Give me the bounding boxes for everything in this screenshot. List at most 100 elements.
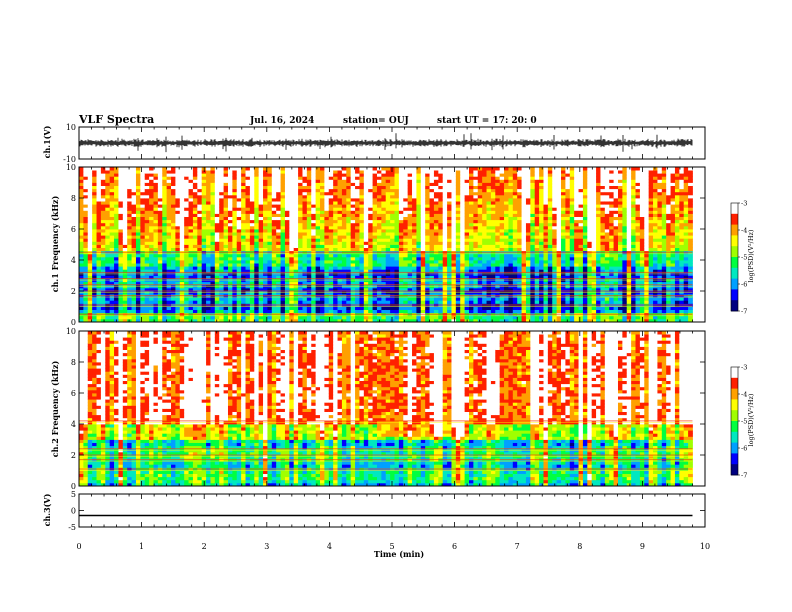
spectrogram-cell [188, 225, 194, 230]
spectrogram-cell [258, 260, 264, 264]
spectrogram-cell [245, 300, 251, 304]
spectrogram-cell [320, 275, 325, 279]
spectrogram-cell [464, 222, 470, 227]
spectrogram-cell [464, 201, 470, 205]
spectrogram-cell [210, 318, 216, 323]
spectrogram-cell [429, 318, 435, 323]
spectrogram-cell [127, 198, 132, 202]
spectrogram-cell [157, 263, 163, 267]
spectrogram-cell [267, 281, 273, 286]
spectrogram-cell [302, 219, 308, 224]
spectrogram-cell [482, 241, 487, 245]
spectrogram-cell [495, 244, 501, 248]
spectrogram-cell [429, 315, 435, 320]
spectrogram-cell [376, 185, 382, 190]
spectrogram-cell [495, 232, 501, 236]
spectrogram-cell [341, 315, 347, 320]
spectrogram-cell [306, 256, 312, 261]
spectrogram-cell [477, 182, 483, 186]
spectrogram-cell [276, 176, 281, 180]
spectrogram-cell [425, 306, 430, 310]
spectrogram-cell [227, 222, 233, 227]
spectrogram-cell [276, 182, 281, 186]
spectrogram-cell [162, 256, 168, 261]
spectrogram-cell [87, 281, 93, 286]
spectrogram-cell [447, 207, 452, 211]
spectrogram-cell [236, 244, 242, 248]
spectrogram-cell [118, 179, 124, 183]
spectrogram-cell [504, 229, 509, 233]
spectrogram-cell [341, 204, 347, 208]
spectrogram-cell [140, 222, 146, 227]
spectrogram-cell [346, 222, 352, 227]
spectrogram-cell [175, 185, 181, 190]
spectrogram-cell [241, 232, 246, 236]
spectrogram-cell [144, 191, 150, 196]
spectrogram-cell [359, 287, 365, 292]
spectrogram-cell [486, 216, 492, 221]
spectrogram-cell [179, 297, 185, 301]
spectrogram-cell [188, 182, 194, 186]
spectrogram-cell [376, 235, 382, 239]
spectrogram-cell [359, 194, 365, 199]
spectrogram-cell [175, 297, 181, 301]
spectrogram-cell [236, 207, 242, 211]
spectrogram-cell [263, 222, 268, 227]
spectrogram-cell [197, 241, 203, 245]
spectrogram-cell [372, 256, 378, 261]
spectrogram-cell [153, 201, 159, 205]
spectrogram-cell [223, 225, 229, 230]
spectrogram-cell [214, 176, 220, 180]
spectrogram-cell [499, 222, 505, 227]
spectrogram-cell [284, 238, 290, 242]
spectrogram-cell [302, 201, 308, 205]
spectrogram-cell [83, 204, 89, 208]
spectrogram-cell [390, 170, 395, 174]
spectrogram-cell [171, 256, 176, 261]
spectrogram-cell [171, 188, 176, 193]
spectrogram-cell [333, 269, 338, 273]
spectrogram-cell [92, 238, 97, 242]
spectrogram-cell [131, 213, 137, 217]
spectrogram-cell [490, 198, 496, 202]
spectrogram-cell [236, 260, 242, 264]
spectrogram-cell [355, 167, 360, 171]
spectrogram-cell [188, 207, 194, 211]
spectrogram-cell [350, 263, 356, 267]
spectrogram-cell [157, 185, 163, 190]
spectrogram-cell [245, 281, 251, 286]
spectrogram-cell [293, 256, 299, 261]
spectrogram-cell [447, 244, 452, 248]
spectrogram-cell [337, 182, 343, 186]
spectrogram-cell [363, 235, 369, 239]
spectrogram-cell [201, 182, 207, 186]
spectrogram-cell [201, 188, 207, 193]
spectrogram-cell [486, 210, 492, 214]
spectrogram-cell [407, 182, 413, 186]
spectrogram-cell [477, 309, 483, 314]
spectrogram-cell [504, 287, 509, 292]
spectrogram-cell [368, 247, 373, 252]
spectrogram-cell [214, 216, 220, 221]
spectrogram-cell [232, 167, 238, 171]
spectrogram-cell [201, 185, 207, 190]
spectrogram-cell [460, 204, 466, 208]
spectrogram-cell [280, 229, 286, 233]
spectrogram-cell [166, 207, 172, 211]
spectrogram-cell [241, 244, 246, 248]
spectrogram-cell [469, 204, 474, 208]
spectrogram-cell [162, 188, 168, 193]
spectrogram-cell [398, 191, 404, 196]
spectrogram-cell [341, 244, 347, 248]
spectrogram-cell [109, 207, 115, 211]
spectrogram-cell [162, 318, 168, 323]
spectrogram-cell [477, 201, 483, 205]
spectrogram-cell [184, 309, 189, 314]
spectrogram-cell [420, 213, 426, 217]
spectrogram-cell [407, 309, 413, 314]
spectrogram-cell [499, 247, 505, 252]
spectrogram-cell [184, 176, 189, 180]
ch1-waveform-trace [78, 133, 693, 153]
spectrogram-cell [324, 263, 330, 267]
spectrogram-cell [197, 173, 203, 177]
